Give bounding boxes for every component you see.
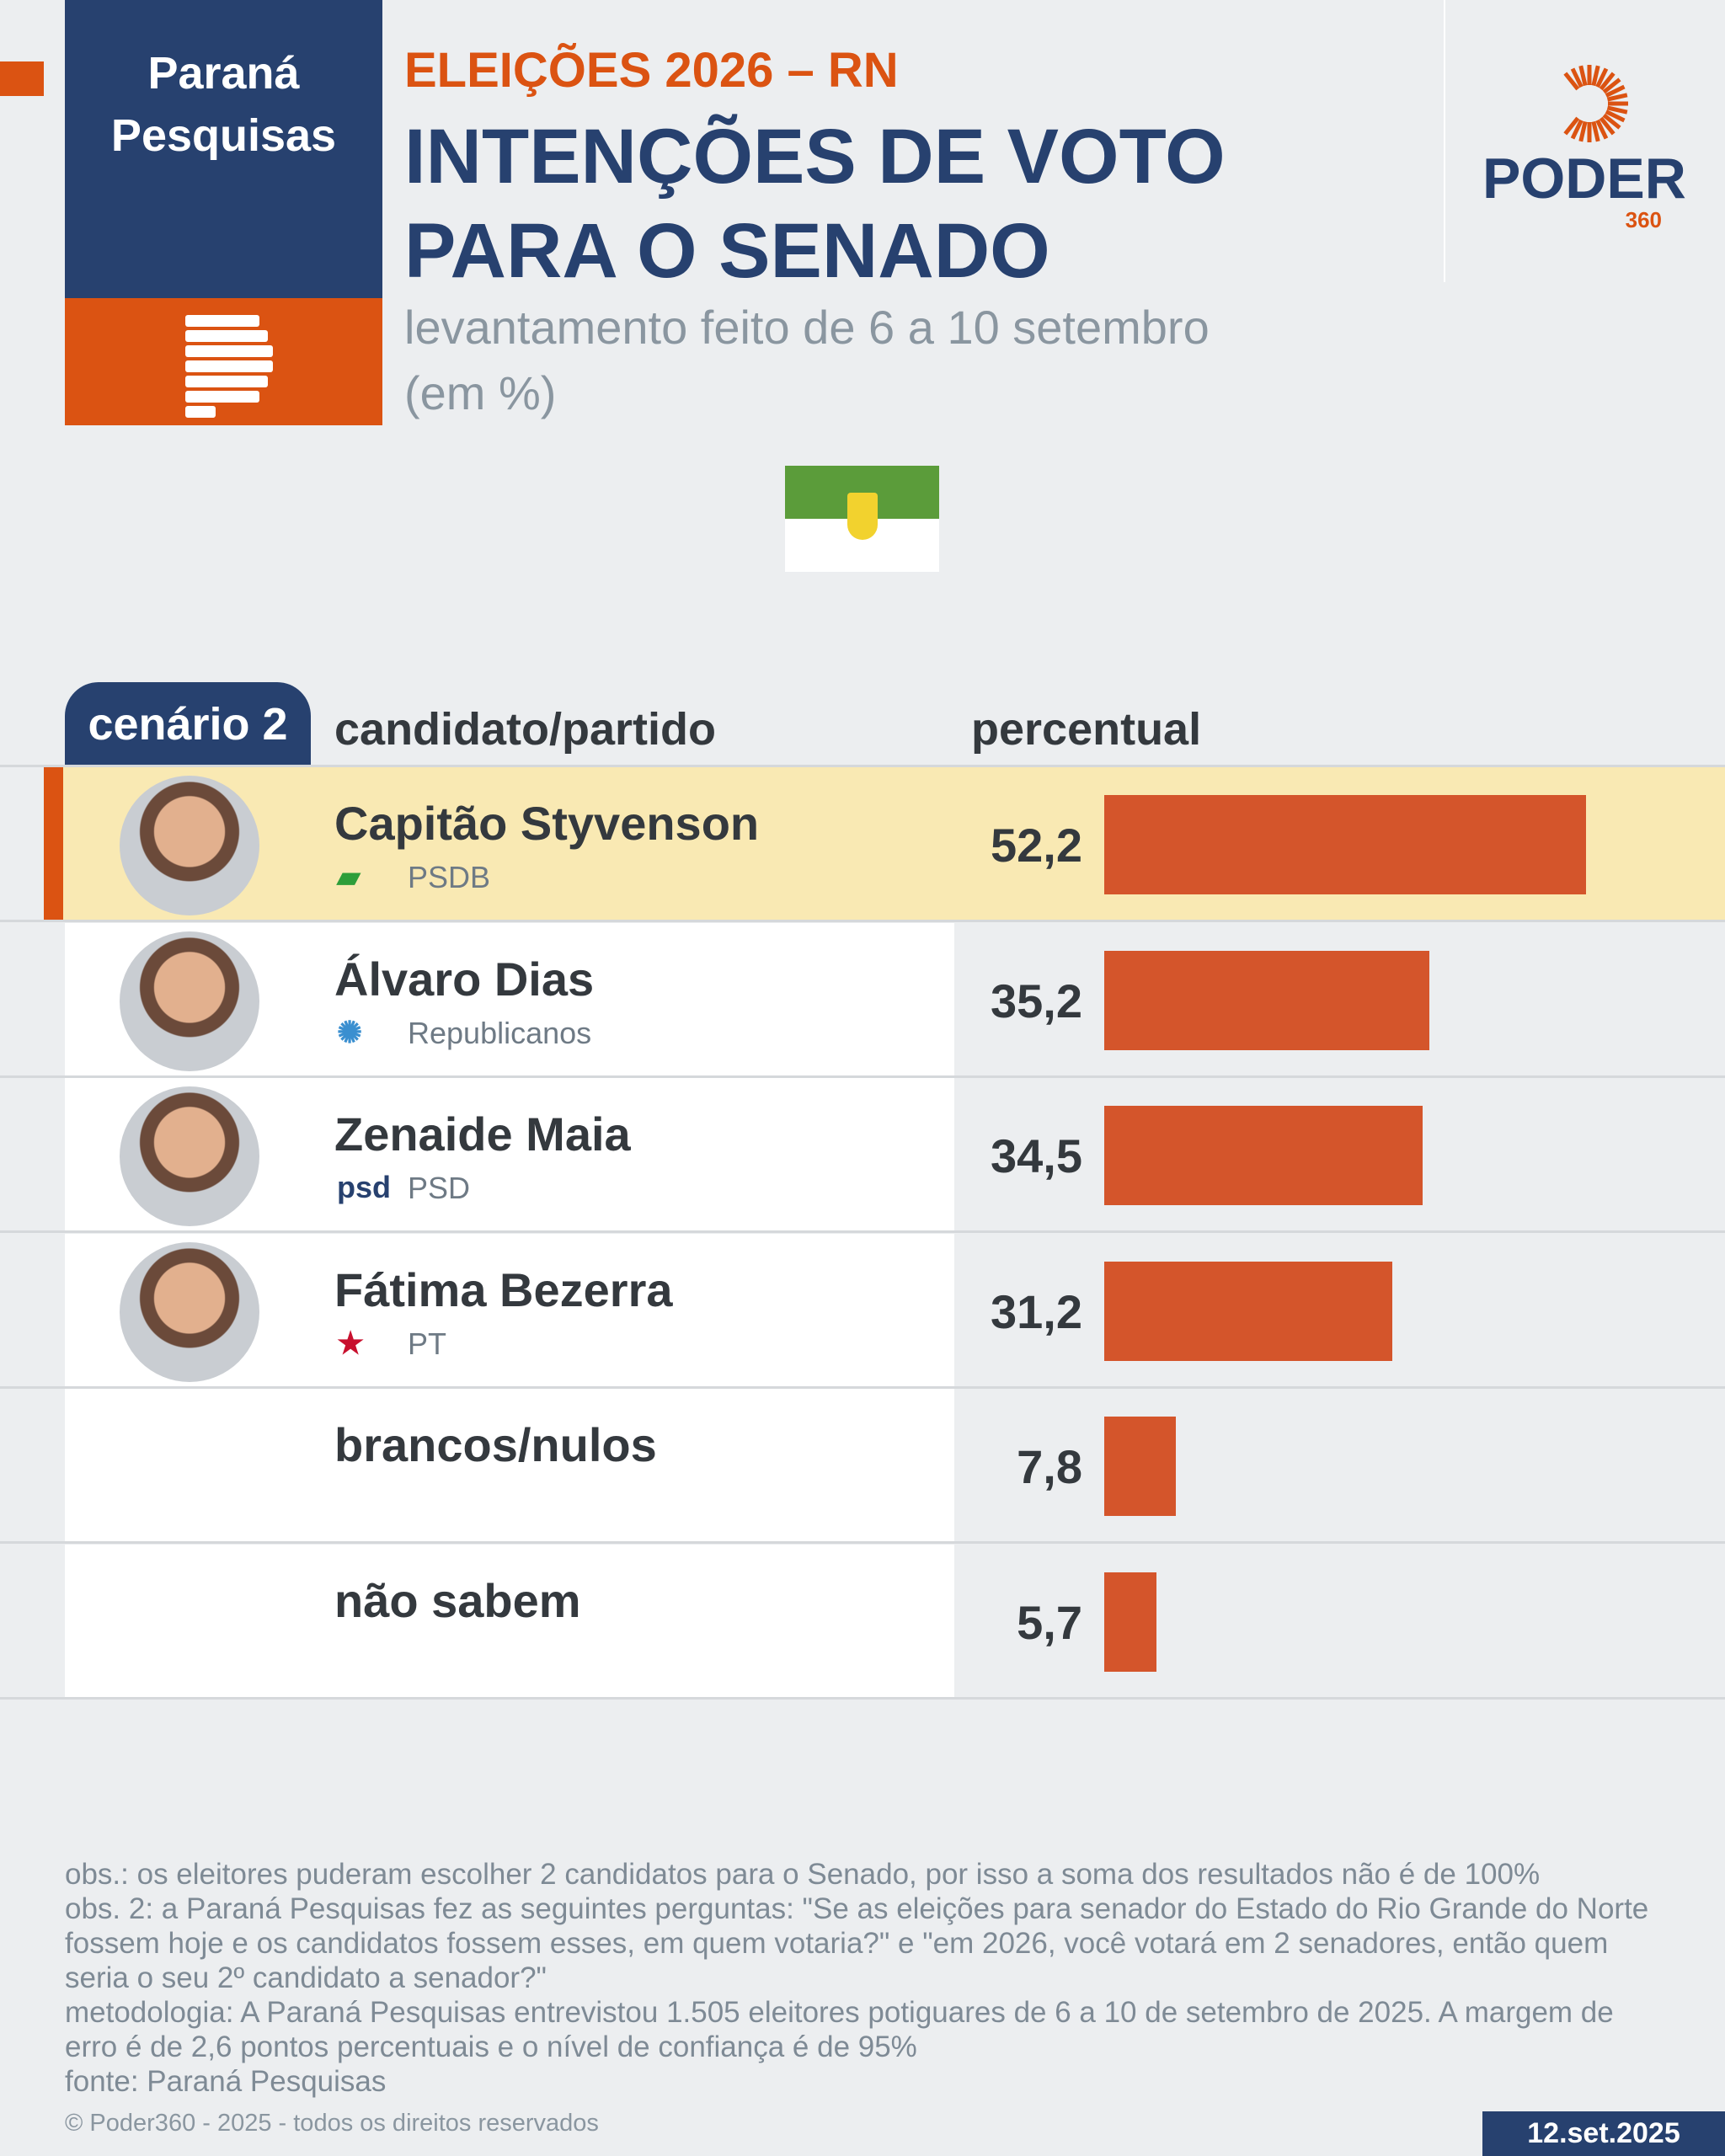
rn-flag-icon xyxy=(785,466,939,572)
candidate-name: Zenaide Maia xyxy=(334,1107,631,1161)
candidate-name: Álvaro Dias xyxy=(334,952,595,1006)
candidate-photo xyxy=(120,1241,259,1382)
table-row: psd PSD Zenaide Maia 34,5 xyxy=(0,1078,1725,1233)
highlight-marker xyxy=(44,767,63,920)
parana-pesquisas-brand: Paraná Pesquisas xyxy=(65,0,382,298)
candidate-name: Capitão Styvenson xyxy=(334,797,760,850)
scenario-tab: cenário 2 xyxy=(65,682,311,766)
sun-icon xyxy=(1562,65,1628,142)
candidate-name: Fátima Bezerra xyxy=(334,1262,673,1316)
party-logo-icon: ✺ xyxy=(337,1014,363,1049)
table-row: ★ PT Fátima Bezerra 31,2 xyxy=(0,1233,1725,1389)
candidate-name: não sabem xyxy=(334,1573,581,1627)
parana-pesquisas-p-icon xyxy=(65,298,382,425)
data-label: 52,2 xyxy=(991,819,1082,872)
footnotes: obs.: os eleitores puderam escolher 2 ca… xyxy=(65,1857,1665,2099)
bar xyxy=(1104,1572,1157,1672)
candidate-photo xyxy=(120,1086,259,1226)
data-label: 34,5 xyxy=(991,1129,1082,1182)
bar xyxy=(1104,1417,1177,1516)
column-header-candidate: candidato/partido xyxy=(334,704,717,755)
header-divider xyxy=(0,765,1725,767)
table-row: ✺ Republicanos Álvaro Dias 35,2 xyxy=(0,922,1725,1078)
bar xyxy=(1104,1261,1392,1361)
party-logo-icon: ★ xyxy=(337,1325,365,1360)
data-label: 31,2 xyxy=(991,1284,1082,1338)
table-row: não sabem 5,7 xyxy=(0,1544,1725,1700)
accent-mark xyxy=(0,61,44,96)
date-badge: 12.set.2025 xyxy=(1482,2111,1725,2156)
party-label: PT xyxy=(408,1326,447,1361)
brand-line1: Paraná xyxy=(147,48,300,99)
party-logo-icon: psd xyxy=(337,1170,392,1204)
candidate-photo xyxy=(120,931,259,1071)
title-line1: INTENÇÕES DE VOTO xyxy=(404,114,1226,200)
subtitle-line2: (em %) xyxy=(404,366,557,419)
bar xyxy=(1104,1106,1423,1205)
bar xyxy=(1104,795,1587,894)
page-title: INTENÇÕES DE VOTO PARA O SENADO xyxy=(404,109,1226,298)
note-2: obs. 2: a Paraná Pesquisas fez as seguin… xyxy=(65,1892,1649,1994)
brand-line2: Pesquisas xyxy=(110,110,337,161)
column-header-percent: percentual xyxy=(971,704,1202,755)
candidate-photo xyxy=(120,776,259,915)
note-1: obs.: os eleitores puderam escolher 2 ca… xyxy=(65,1858,1541,1891)
divider xyxy=(1444,0,1445,282)
data-label: 5,7 xyxy=(1017,1595,1082,1649)
table-row: ▰ PSDB Capitão Styvenson 52,2 xyxy=(0,767,1725,922)
copyright: © Poder360 - 2025 - todos os direitos re… xyxy=(65,2110,599,2137)
party-label: PSDB xyxy=(408,860,491,894)
logo-number: 360 xyxy=(1625,207,1662,232)
subtitle-line1: levantamento feito de 6 a 10 setembro xyxy=(404,301,1210,354)
kicker: ELEIÇÕES 2026 – RN xyxy=(404,43,899,98)
note-source: fonte: Paraná Pesquisas xyxy=(65,2065,387,2098)
party-logo-icon: ▰ xyxy=(337,859,360,894)
bar xyxy=(1104,950,1429,1050)
logo-word: PODER xyxy=(1482,147,1686,211)
party-label: Republicanos xyxy=(408,1015,592,1050)
poder360-logo: PODER 360 xyxy=(1482,61,1686,234)
title-line2: PARA O SENADO xyxy=(404,208,1050,294)
party-label: PSD xyxy=(408,1171,471,1205)
data-label: 35,2 xyxy=(991,974,1082,1027)
table-row: brancos/nulos 7,8 xyxy=(0,1389,1725,1544)
data-label: 7,8 xyxy=(1017,1440,1082,1493)
subtitle: levantamento feito de 6 a 10 setembro (e… xyxy=(404,295,1210,426)
candidate-name: brancos/nulos xyxy=(334,1418,657,1471)
note-methodology: metodologia: A Paraná Pesquisas entrevis… xyxy=(65,1996,1614,2063)
